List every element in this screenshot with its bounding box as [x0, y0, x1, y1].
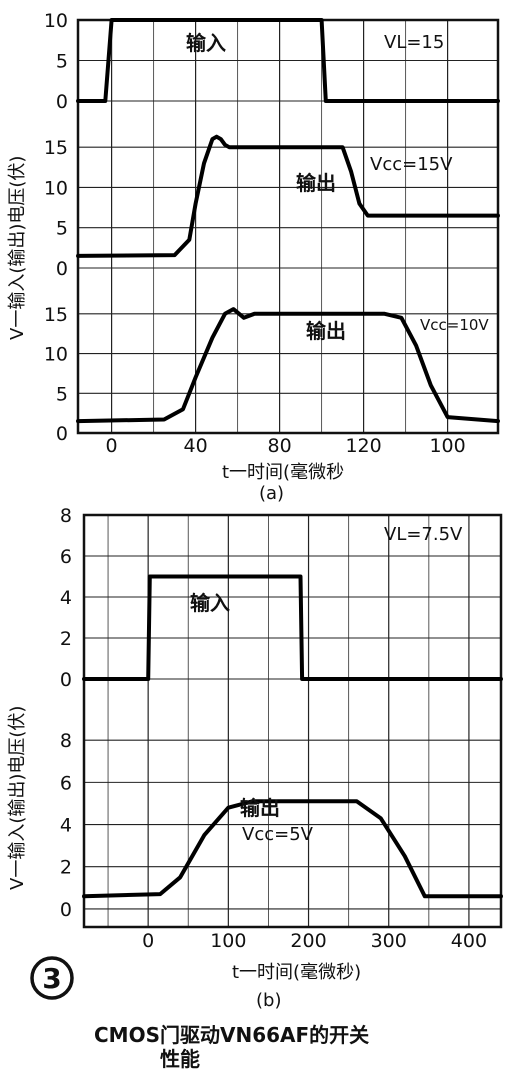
series-line-output-1: [76, 134, 500, 258]
b-panel-label: (b): [256, 990, 281, 1011]
a-panel-label: (a): [259, 483, 284, 504]
y-tick-label: 15: [44, 304, 68, 326]
figure-number: 3: [42, 962, 61, 995]
panel-b-frame: [82, 513, 503, 929]
x-tick-label: 40: [184, 435, 208, 457]
caption-line2: 性能: [160, 1047, 200, 1071]
x-tick-label: 0: [142, 930, 154, 952]
y-tick-label: 0: [56, 258, 68, 280]
y-tick-label: 10: [44, 177, 68, 199]
series-line-output-1: [82, 799, 503, 899]
panel-a-frame: [76, 18, 500, 435]
figure-number-badge: 3: [30, 956, 74, 1000]
x-tick-label: 0: [106, 435, 118, 457]
a-output10-label: 输出: [306, 319, 346, 343]
series-line-input-0: [82, 574, 503, 681]
y-tick-label: 8: [60, 730, 72, 752]
y-tick-label: 2: [60, 857, 72, 879]
a-output15-condition: Vcc=15V: [370, 154, 453, 175]
y-tick-label: 5: [56, 383, 68, 405]
y-tick-label: 0: [56, 91, 68, 113]
x-tick-label: 120: [345, 435, 381, 457]
y-tick-label: 4: [60, 587, 72, 609]
x-tick-label: 100: [429, 435, 465, 457]
x-tick-label: 80: [268, 435, 292, 457]
a-ylabel: V一输入(输出)电压(伏): [7, 156, 28, 340]
x-tick-label: 300: [371, 930, 407, 952]
y-tick-label: 2: [60, 628, 72, 650]
a-input-condition: VL=15: [384, 32, 444, 53]
y-tick-label: 0: [60, 899, 72, 921]
a-input-label: 输入: [186, 31, 226, 55]
b-output-condition: Vcc=5V: [242, 824, 314, 845]
panel-b-curves: [82, 574, 503, 899]
y-tick-label: 15: [44, 137, 68, 159]
panel-b: 0 100 200 300 400 0 2 4 6 8 0 2 4 6 8 输入 VL=7.5V 输出 Vc…: [7, 505, 503, 1011]
series-line-input-0: [76, 18, 500, 103]
y-tick-label: 0: [56, 423, 68, 445]
x-tick-label: 100: [210, 930, 246, 952]
y-tick-label: 10: [44, 10, 68, 32]
panel-b-ticks: 0 100 200 300 400 0 2 4 6 8 0 2 4 6 8: [60, 505, 487, 952]
a-output10-condition: Vcc=10V: [420, 316, 489, 334]
y-tick-label: 5: [56, 51, 68, 73]
y-tick-label: 6: [60, 546, 72, 568]
b-xlabel: t一时间(毫微秒): [232, 962, 361, 983]
y-tick-label: 5: [56, 218, 68, 240]
series-line-output-2: [76, 307, 500, 424]
x-tick-label: 200: [290, 930, 326, 952]
b-ylabel: V一输入(输出)电压(伏): [7, 706, 28, 890]
b-output-label: 输出: [240, 796, 280, 820]
y-tick-label: 10: [44, 344, 68, 366]
y-tick-label: 4: [60, 815, 72, 837]
y-tick-label: 8: [60, 505, 72, 527]
b-input-label: 输入: [190, 591, 230, 615]
panel-a-curves: [76, 18, 500, 424]
y-tick-label: 6: [60, 772, 72, 794]
caption-line1: CMOS门驱动VN66AF的开关: [94, 1023, 369, 1047]
panel-a-grid: [78, 19, 498, 434]
a-xlabel: t一时间(毫微秒: [222, 462, 344, 483]
y-tick-label: 0: [60, 669, 72, 691]
b-input-condition: VL=7.5V: [384, 524, 463, 545]
a-output15-label: 输出: [296, 171, 336, 195]
x-tick-label: 400: [451, 930, 487, 952]
